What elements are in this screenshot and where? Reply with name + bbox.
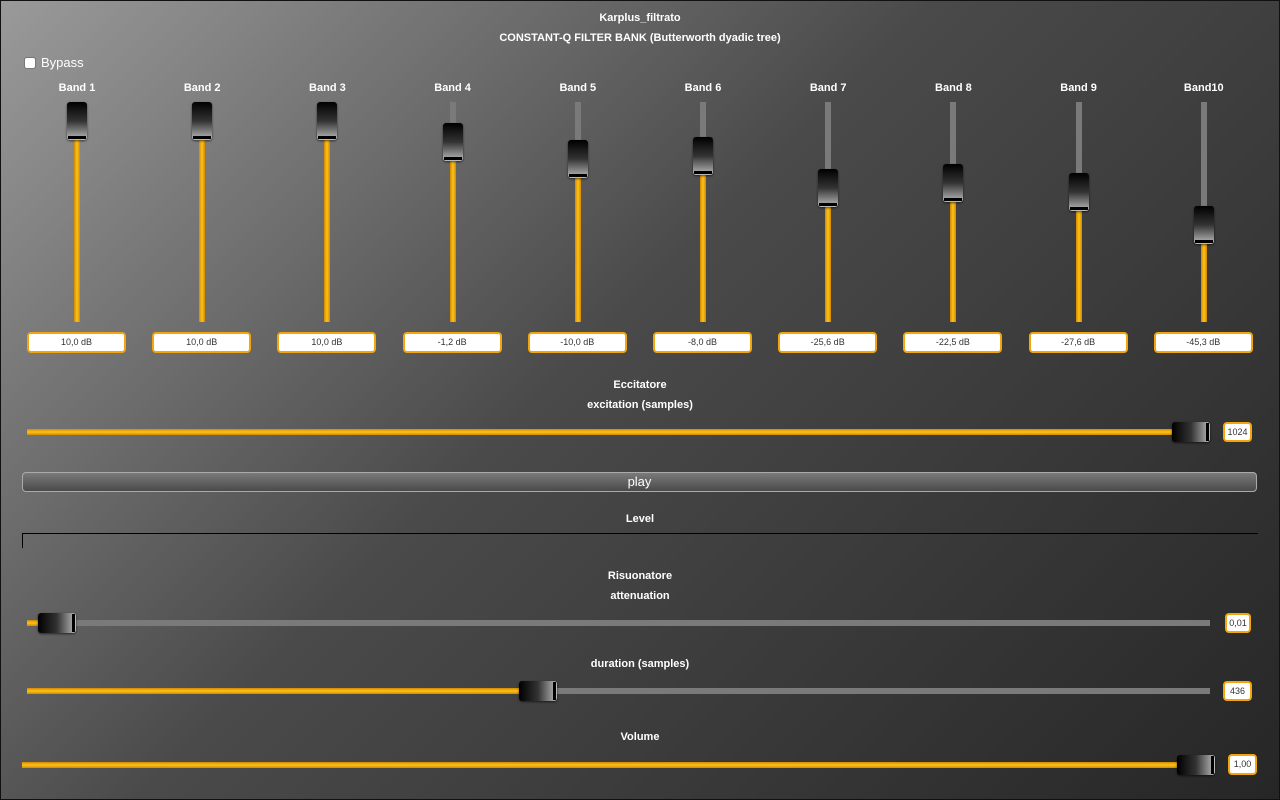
band-slider-thumb[interactable] [693, 136, 713, 175]
band-label: Band10 [1183, 82, 1224, 94]
volume-slider-fill [22, 762, 1187, 768]
excitation-label: excitation (samples) [587, 399, 693, 411]
band-slider-thumb[interactable] [943, 163, 964, 202]
play-button[interactable]: play [22, 472, 1257, 492]
resonator-section-label: Risuonatore [607, 570, 673, 582]
band-value[interactable]: 10,0 dB [277, 332, 377, 353]
excitation-slider-fill [27, 429, 1182, 435]
excitation-slider-thumb[interactable] [1172, 422, 1210, 442]
band-slider-thumb[interactable] [317, 102, 338, 140]
band-slider-fill [700, 174, 706, 322]
band-slider-fill [1200, 243, 1207, 322]
band-value[interactable]: -25,6 dB [778, 332, 878, 353]
attenuation-slider-thumb[interactable] [38, 613, 77, 633]
band-label: Band 9 [1060, 82, 1097, 94]
band-value[interactable]: -1,2 dB [402, 332, 502, 353]
excitation-value[interactable]: 1024 [1223, 422, 1252, 442]
band-label: Band 6 [684, 82, 722, 94]
band-label: Band 2 [183, 82, 221, 94]
volume-label: Volume [620, 731, 660, 743]
band-slider-thumb[interactable] [67, 102, 87, 140]
band-label: Band 8 [935, 82, 972, 94]
band-slider-fill [199, 140, 206, 322]
band-value[interactable]: -27,6 dB [1028, 332, 1128, 353]
band-slider-thumb[interactable] [1068, 172, 1089, 211]
band-slider-thumb[interactable] [442, 122, 463, 161]
band-slider-fill [74, 140, 80, 322]
band-label: Band 3 [309, 82, 346, 94]
band-value[interactable]: -10,0 dB [527, 332, 627, 353]
band-label: Band 7 [809, 82, 847, 94]
duration-label: duration (samples) [590, 658, 690, 670]
duration-slider-track[interactable] [27, 688, 1210, 694]
level-meter [22, 533, 1258, 548]
attenuation-slider-fill [27, 620, 49, 626]
band-value[interactable]: -8,0 dB [653, 332, 752, 353]
band-value[interactable]: -45,3 dB [1153, 332, 1253, 353]
band-slider-fill [825, 207, 832, 322]
app-title: Karplus_filtrato [599, 12, 681, 24]
bypass-label: Bypass [41, 55, 84, 70]
band-slider-thumb[interactable] [818, 169, 839, 208]
band-slider-thumb[interactable] [1193, 205, 1214, 244]
attenuation-slider-track[interactable] [27, 620, 1210, 626]
exciter-section-label: Eccitatore [613, 379, 667, 391]
volume-slider-thumb[interactable] [1177, 755, 1215, 775]
band-slider-thumb[interactable] [192, 102, 213, 140]
band-label: Band 4 [434, 82, 471, 94]
attenuation-value[interactable]: 0,01 [1225, 613, 1251, 633]
attenuation-label: attenuation [610, 590, 670, 602]
bypass-checkbox[interactable] [24, 56, 36, 69]
volume-value[interactable]: 1,00 [1228, 754, 1257, 775]
band-slider-fill [449, 160, 456, 322]
band-label: Band 5 [559, 82, 597, 94]
band-slider-fill [950, 201, 957, 322]
level-label: Level [625, 513, 655, 525]
band-value[interactable]: 10,0 dB [152, 332, 252, 353]
band-label: Band 1 [58, 82, 96, 94]
duration-value[interactable]: 436 [1223, 681, 1252, 701]
band-slider-fill [324, 140, 331, 322]
bypass-toggle[interactable]: Bypass [24, 55, 84, 70]
app-subtitle: CONSTANT-Q FILTER BANK (Butterworth dyad… [499, 32, 781, 44]
band-value[interactable]: 10,0 dB [27, 332, 126, 353]
band-slider-fill [1075, 210, 1082, 322]
band-slider-fill [574, 178, 581, 322]
duration-slider-fill [27, 688, 530, 694]
band-slider-thumb[interactable] [567, 140, 588, 179]
band-value[interactable]: -22,5 dB [903, 332, 1003, 353]
duration-slider-thumb[interactable] [519, 681, 558, 701]
